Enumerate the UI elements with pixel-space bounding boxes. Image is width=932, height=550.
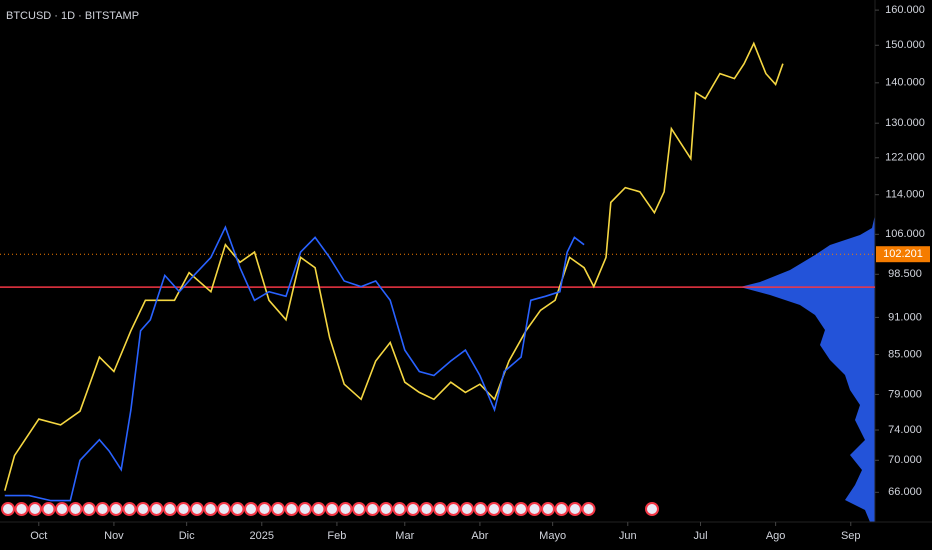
event-icon	[446, 502, 461, 516]
event-icon	[433, 502, 447, 516]
event-icon	[352, 502, 366, 516]
event-icon	[244, 502, 258, 516]
event-icon	[581, 502, 596, 516]
y-tick-label: 114.000	[886, 189, 925, 201]
event-icon	[568, 502, 582, 516]
event-icon	[1, 502, 15, 516]
y-tick-label: 122.000	[885, 152, 925, 164]
x-tick-label: 2025	[250, 530, 274, 542]
y-tick-label: 79.000	[888, 388, 922, 400]
y-tick-label: 140.000	[885, 77, 925, 89]
event-icon	[271, 502, 285, 516]
event-icon	[460, 502, 474, 516]
event-icon	[28, 502, 42, 516]
event-icon	[325, 502, 339, 516]
event-icon	[500, 502, 515, 516]
volume-profile	[740, 215, 875, 522]
event-icon	[176, 502, 191, 516]
y-tick-label: 150.000	[885, 39, 925, 51]
x-tick-label: Feb	[327, 530, 346, 542]
event-icon	[95, 502, 110, 516]
event-icon	[284, 502, 299, 516]
y-tick-label: 98.500	[888, 268, 922, 280]
event-icon	[514, 502, 528, 516]
event-icon	[406, 502, 420, 516]
event-icon	[149, 502, 164, 516]
event-icon	[190, 502, 204, 516]
event-icon	[122, 502, 137, 516]
event-icon	[365, 502, 380, 516]
y-tick-label: 85.000	[888, 348, 922, 360]
x-tick-label: Jul	[693, 530, 707, 542]
x-tick-label: Mayo	[539, 530, 566, 542]
y-tick-label: 106.000	[885, 228, 925, 240]
y-tick-label: 130.000	[885, 117, 925, 129]
event-icon	[473, 502, 488, 516]
last-price-label: 102.201	[883, 248, 923, 260]
last-price-tag	[876, 246, 930, 263]
event-icon	[41, 502, 56, 516]
x-tick-label: Jun	[619, 530, 637, 542]
y-tick-label: 91.000	[888, 311, 922, 323]
event-icon	[338, 502, 353, 516]
event-icon	[14, 502, 29, 516]
y-tick-label: 74.000	[888, 424, 922, 436]
event-icon	[163, 502, 177, 516]
x-tick-label: Sep	[841, 530, 861, 542]
event-icon	[203, 502, 218, 516]
event-icon	[257, 502, 272, 516]
event-icon	[230, 502, 245, 516]
event-icon	[68, 502, 83, 516]
event-icon	[55, 502, 69, 516]
x-tick-label: Oct	[30, 530, 47, 542]
series-line	[4, 41, 784, 491]
chart-title: BTCUSD · 1D · BITSTAMP	[6, 10, 139, 22]
x-tick-label: Nov	[104, 530, 124, 542]
event-icon	[311, 502, 326, 516]
event-icon	[298, 502, 312, 516]
event-icon	[392, 502, 407, 516]
y-tick-label: 66.000	[888, 486, 922, 498]
event-icon	[554, 502, 569, 516]
event-icon	[419, 502, 434, 516]
x-tick-label: Abr	[471, 530, 488, 542]
event-icon	[541, 502, 555, 516]
event-icon	[82, 502, 96, 516]
x-tick-label: Mar	[395, 530, 414, 542]
x-tick-label: Ago	[766, 530, 786, 542]
event-icon	[109, 502, 123, 516]
event-icon	[487, 502, 501, 516]
y-tick-label: 160.000	[885, 4, 925, 16]
y-tick-label: 70.000	[888, 454, 922, 466]
event-icon	[136, 502, 150, 516]
x-tick-label: Dic	[179, 530, 195, 542]
series-line	[4, 225, 585, 502]
event-icon	[645, 502, 659, 516]
event-icon	[379, 502, 393, 516]
event-icon	[217, 502, 231, 516]
event-icon	[527, 502, 542, 516]
